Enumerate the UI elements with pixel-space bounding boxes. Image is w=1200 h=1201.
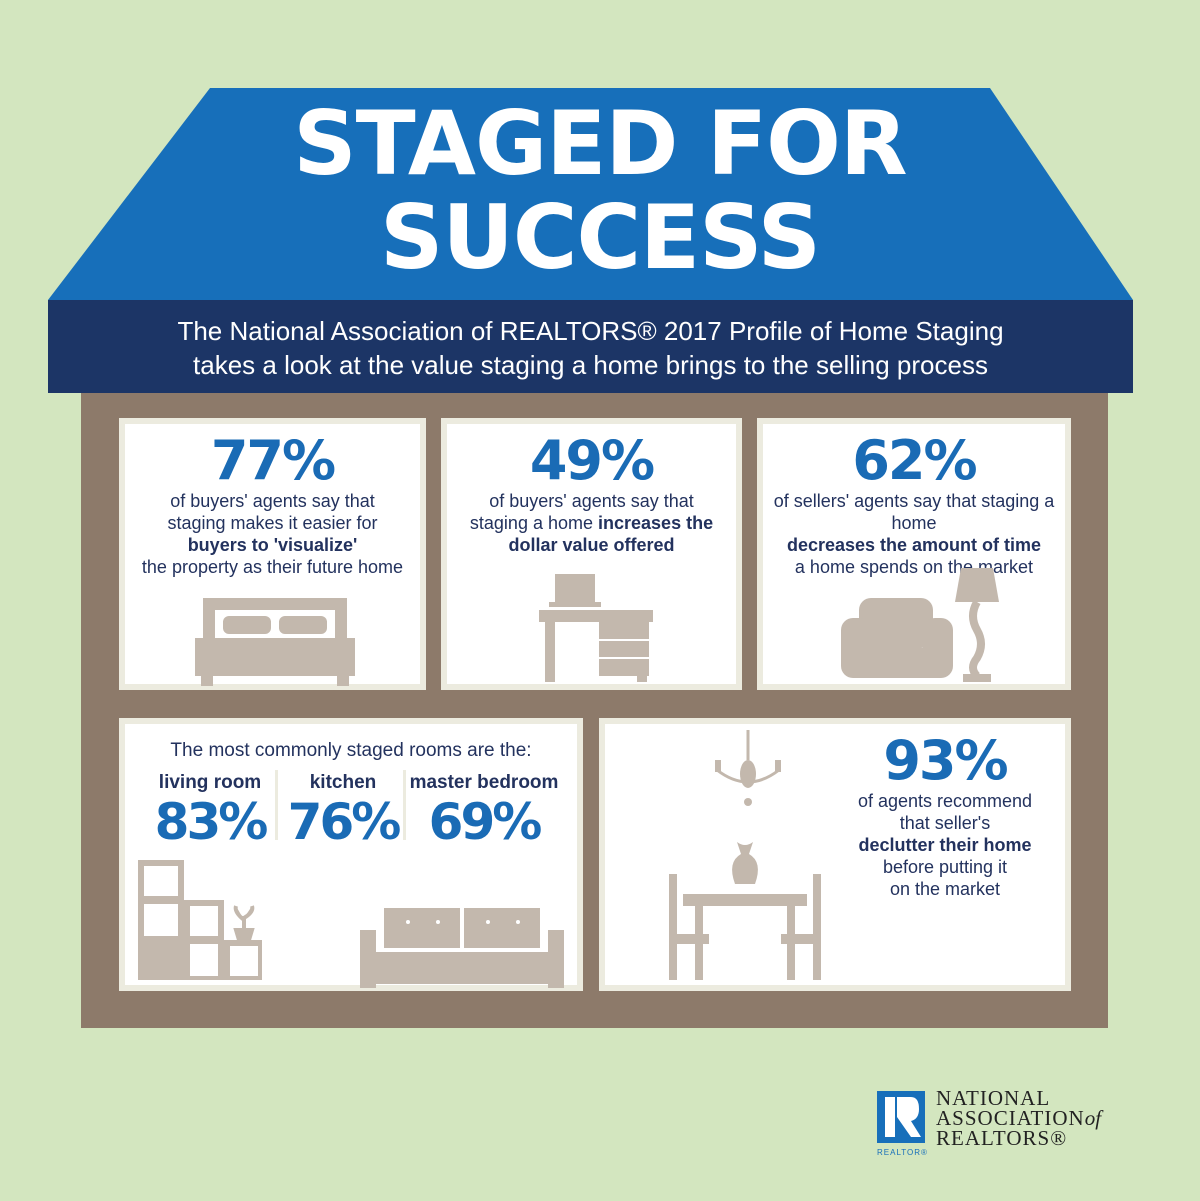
stat-percent: 62% — [852, 429, 977, 492]
stat-description: of buyers' agents say that staging makes… — [125, 490, 420, 578]
realtor-logo: REALTOR® — [877, 1091, 927, 1157]
rooms-heading: The most commonly staged rooms are the: — [170, 740, 532, 761]
stat-panel-dollar-value: 49% of buyers' agents say that staging a… — [441, 418, 742, 690]
title-line-1: STAGED FOR — [293, 92, 907, 195]
subtitle-banner: The National Association of REALTORS® 20… — [48, 300, 1133, 393]
stat-description: of buyers' agents say that staging a hom… — [447, 490, 736, 556]
wordmark-of: of — [1084, 1106, 1102, 1130]
desc-bold: declutter their home — [858, 835, 1032, 855]
desc-bold: increases the — [598, 513, 714, 533]
bookshelf-icon — [138, 860, 262, 980]
wordmark-line: ASSOCIATION — [936, 1106, 1085, 1130]
desc-line: staging a home — [469, 513, 593, 533]
divider — [403, 770, 406, 840]
room-percent: 69% — [428, 793, 543, 851]
bed-icon — [195, 598, 355, 686]
desc-line: of buyers' agents say that — [489, 491, 694, 511]
staged-rooms-panel: The most commonly staged rooms are the: … — [119, 718, 583, 991]
wordmark-line: REALTORS® — [936, 1126, 1068, 1150]
room-label: living room — [158, 772, 262, 793]
title-line-2: SUCCESS — [380, 186, 821, 289]
stat-percent: 77% — [210, 429, 336, 492]
sofa-icon — [360, 908, 564, 988]
dining-table-icon — [669, 842, 821, 980]
nar-wordmark: NATIONAL ASSOCIATIONof REALTORS® — [936, 1086, 1102, 1150]
room-label: kitchen — [309, 772, 377, 793]
desk-icon — [539, 574, 653, 682]
realtor-r-icon — [877, 1091, 925, 1143]
realtor-badge-text: REALTOR® — [877, 1148, 928, 1157]
desc-line: that seller's — [899, 813, 991, 833]
desc-line: staging makes it easier for — [167, 513, 378, 533]
stat-percent: 93% — [883, 729, 1008, 792]
wordmark-line: NATIONAL — [936, 1086, 1051, 1110]
desc-line: the property as their future home — [141, 557, 404, 577]
divider — [275, 770, 278, 840]
desc-line: on the market — [889, 879, 1001, 899]
room-label: master bedroom — [409, 772, 559, 793]
desc-bold: buyers to 'visualize' — [187, 535, 358, 555]
subtitle-line-1: The National Association of REALTORS® 20… — [177, 316, 1004, 346]
declutter-text: 93% of agents recommend that seller's de… — [825, 732, 1065, 900]
chandelier-icon — [715, 730, 781, 806]
subtitle-line-2: takes a look at the value staging a home… — [193, 350, 988, 380]
room-living-room: living room 83% — [145, 772, 275, 850]
stat-panel-time-on-market: 62% of sellers' agents say that staging … — [757, 418, 1071, 690]
room-kitchen: kitchen 76% — [283, 772, 403, 850]
desc-line: of sellers' agents say that staging a ho… — [773, 491, 1055, 533]
roof — [48, 88, 1133, 300]
stat-percent: 49% — [529, 429, 655, 492]
room-percent: 76% — [287, 793, 402, 851]
desc-bold: decreases the amount of time — [786, 535, 1042, 555]
room-master-bedroom: master bedroom 69% — [409, 772, 559, 850]
stat-panel-visualize: 77% of buyers' agents say that staging m… — [119, 418, 426, 690]
desc-line: of buyers' agents say that — [170, 491, 375, 511]
desc-bold: dollar value offered — [508, 535, 675, 555]
desc-line: before putting it — [882, 857, 1008, 877]
armchair-lamp-icon — [841, 568, 999, 682]
desc-line: of agents recommend — [857, 791, 1033, 811]
declutter-panel: 93% of agents recommend that seller's de… — [599, 718, 1071, 991]
room-percent: 83% — [154, 793, 269, 851]
